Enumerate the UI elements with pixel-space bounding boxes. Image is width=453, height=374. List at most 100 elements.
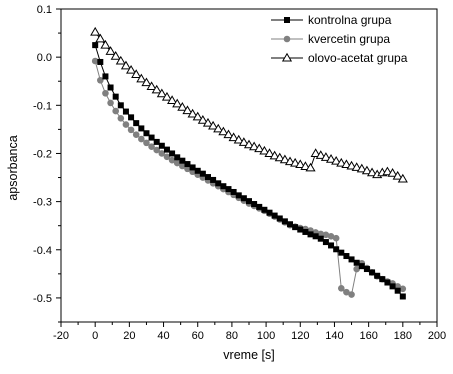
data-point [169,150,176,157]
data-point [153,138,160,145]
data-point [399,293,406,300]
data-point [184,165,191,173]
data-point [240,195,247,202]
x-tick-label: 120 [291,330,309,342]
ticks-layer: -20 0 20 40 60 80 100 120 140 160 180 200 0.1 0.0 -0.1… [33,4,446,342]
data-point [112,107,119,115]
data-point [343,288,350,296]
data-point [264,148,275,157]
data-point [302,228,309,235]
data-point [143,139,150,147]
data-point [220,183,227,190]
series-0 [92,42,406,300]
data-point [346,160,357,170]
data-point [204,174,211,181]
data-point [284,156,296,166]
data-point [310,148,321,157]
data-point [97,58,104,65]
data-point [361,165,372,175]
legend-label: kvercetin grupa [308,32,390,46]
data-point [363,266,370,273]
data-point [107,84,114,91]
series-line [94,60,404,296]
data-point [336,157,347,167]
data-point [300,161,311,170]
data-point [259,145,270,155]
data-point [133,120,140,127]
data-point [251,201,258,208]
x-tick-label: 160 [359,330,377,342]
data-point [223,129,234,139]
data-point [389,283,396,290]
data-point [215,180,222,187]
data-point [172,98,183,108]
data-point [177,102,188,111]
data-point [292,224,299,231]
data-point [312,233,319,240]
data-point [279,154,290,164]
data-point [249,141,260,151]
data-point [366,167,378,177]
data-point [100,39,111,49]
data-point [341,159,352,169]
data-point [307,231,314,238]
data-point [120,60,132,70]
data-point [184,161,191,168]
y-axis-title: apsorbanca [6,135,20,200]
legend-marker [281,52,293,62]
x-tick-label: 180 [394,330,412,342]
data-point [353,265,360,273]
data-point [233,134,244,144]
data-point [91,57,99,65]
data-point [295,159,306,169]
data-point [173,159,181,167]
data-point [392,170,403,180]
legend-item: olovo-acetat grupa [271,51,408,65]
data-point [399,285,407,293]
legend-label: kontrolna grupa [308,13,392,27]
data-point [353,259,360,266]
data-point [138,135,145,143]
data-point [322,231,330,239]
data-point [156,88,167,98]
data-point [189,164,196,171]
data-point [397,173,408,183]
data-point [179,157,186,164]
x-tick-label: 20 [123,330,135,342]
data-point [131,69,142,78]
data-point [197,115,208,124]
data-point [287,221,294,228]
x-tick-label: 80 [226,330,238,342]
data-point [138,125,145,132]
legend-item: kvercetin grupa [271,32,390,46]
data-point [384,279,391,286]
data-point [161,91,173,101]
data-point [126,64,137,74]
data-point [297,226,304,233]
data-point [122,108,129,115]
series-2 [90,26,408,183]
data-point [141,77,152,87]
x-tick-label: -20 [53,330,69,342]
y-tick-label: -0.4 [33,245,52,257]
x-tick-label: 0 [92,330,98,342]
data-point [322,239,329,246]
y-tick-label: 0.0 [37,52,52,64]
data-point [95,33,106,43]
data-point [179,162,186,170]
data-point [379,276,386,283]
data-point [348,291,355,298]
data-point [374,272,381,279]
data-point [343,253,350,260]
data-point [92,42,99,49]
x-tick-label: 100 [257,330,275,342]
data-point [132,131,140,138]
y-tick-label: -0.1 [33,100,52,112]
x-tick-label: 200 [428,330,446,342]
data-point [148,143,155,151]
data-point [331,155,342,165]
data-point [274,152,285,162]
data-point [143,130,150,137]
data-point [238,137,249,146]
legend-marker [283,35,291,43]
